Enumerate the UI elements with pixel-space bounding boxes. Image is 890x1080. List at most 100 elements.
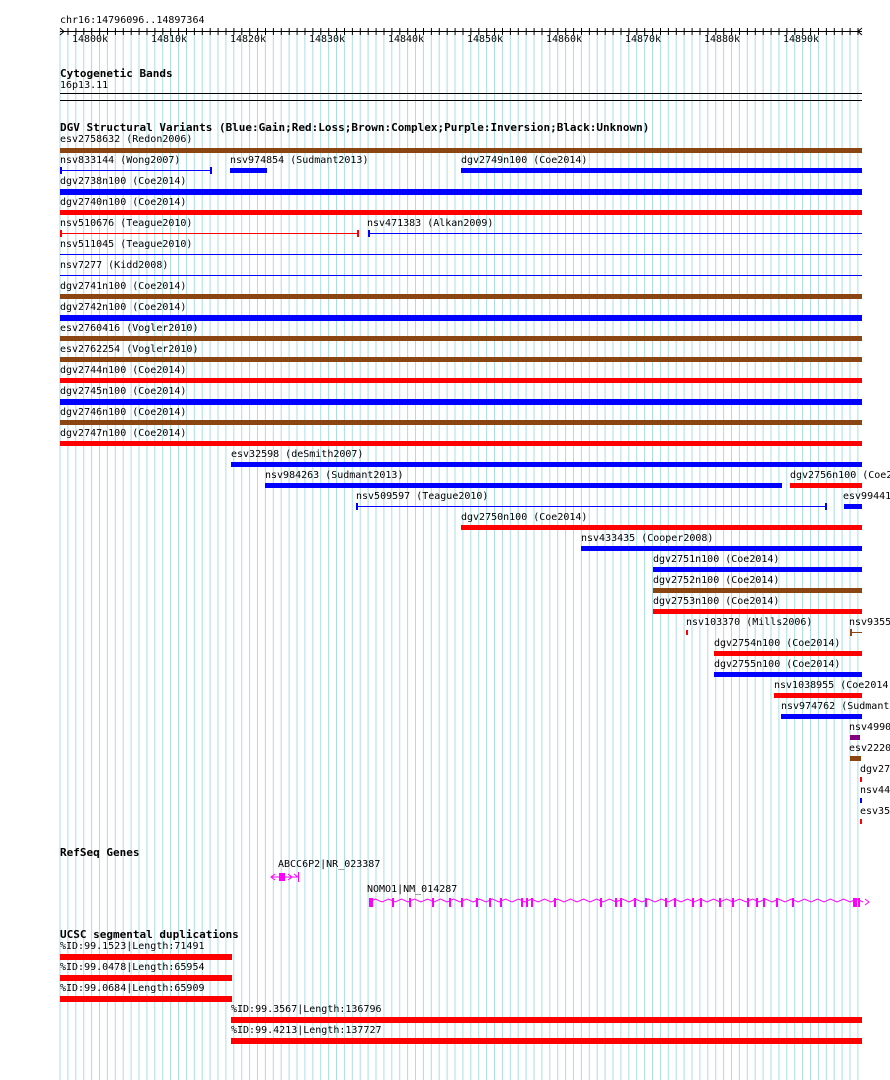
variant-label-dgv2746n100[interactable]: dgv2746n100 (Coe2014) [60,407,187,418]
segdup-label[interactable]: %ID:99.3567|Length:136796 [231,1004,382,1015]
segdup-feature[interactable] [60,975,232,981]
variant-feature-nsv9355[interactable] [850,632,862,633]
variant-label-esv2762254[interactable]: esv2762254 (Vogler2010) [60,344,199,355]
variant-feature-dgv2744n100[interactable] [60,378,862,383]
variant-feature-dgv2755n100[interactable] [714,672,862,677]
variant-feature-dgv2753n100[interactable] [653,609,862,614]
variant-feature-nsv974854[interactable] [230,168,267,173]
variant-label-dgv2738n100[interactable]: dgv2738n100 (Coe2014) [60,176,187,187]
variant-label-dgv2747n100[interactable]: dgv2747n100 (Coe2014) [60,428,187,439]
variant-feature-nsv471383[interactable] [368,233,862,234]
variant-feature-dgv27[interactable] [860,777,862,782]
gene-label-nomo1[interactable]: NOMO1|NM_014287 [367,884,458,895]
variant-label-nsv509597[interactable]: nsv509597 (Teague2010) [356,491,489,502]
variant-label-nsv511045[interactable]: nsv511045 (Teague2010) [60,239,193,250]
variant-feature-nsv433435[interactable] [581,546,862,551]
variant-label-dgv2752n100[interactable]: dgv2752n100 (Coe2014) [653,575,780,586]
variant-label-dgv2742n100[interactable]: dgv2742n100 (Coe2014) [60,302,187,313]
segdup-label[interactable]: %ID:99.1523|Length:71491 [60,941,205,952]
nomo1-exon [526,898,528,907]
cytoband-label[interactable]: 16p13.11 [60,80,109,91]
variant-feature-nsv511045[interactable] [60,254,862,255]
variant-feature-nsv984263[interactable] [265,483,782,488]
segdup-label[interactable]: %ID:99.0478|Length:65954 [60,962,205,973]
variant-label-esv32598[interactable]: esv32598 (deSmith2007) [231,449,364,460]
variant-label-nsv7277[interactable]: nsv7277 (Kidd2008) [60,260,169,271]
variant-label-nsv510676[interactable]: nsv510676 (Teague2010) [60,218,193,229]
variant-feature-dgv2741n100[interactable] [60,294,862,299]
segdup-feature[interactable] [60,996,232,1002]
nomo1-exon [521,898,523,907]
variant-feature-dgv2747n100[interactable] [60,441,862,446]
variant-label-esv2220[interactable]: esv2220 [849,743,890,754]
variant-label-nsv9355[interactable]: nsv9355 [849,617,890,628]
variant-feature-esv2758632[interactable] [60,148,862,153]
variant-label-nsv4990[interactable]: nsv4990 [849,722,890,733]
variant-label-nsv44[interactable]: nsv44 [860,785,890,796]
variant-label-nsv1038955[interactable]: nsv1038955 (Coe2014) [774,680,890,691]
variant-label-nsv833144[interactable]: nsv833144 (Wong2007) [60,155,181,166]
variant-feature-dgv2752n100[interactable] [653,588,862,593]
variant-label-esv2758632[interactable]: esv2758632 (Redon2006) [60,134,193,145]
variant-feature-nsv833144[interactable] [60,170,211,171]
variant-feature-dgv2756n100[interactable] [790,483,862,488]
nomo1-exon [674,898,676,907]
variant-feature-esv2760416[interactable] [60,336,862,341]
variant-label-dgv2756n100[interactable]: dgv2756n100 (Coe2 [790,470,890,481]
nomo1-strand-arrow [864,898,870,906]
variant-label-nsv103370[interactable]: nsv103370 (Mills2006) [686,617,813,628]
variant-feature-dgv2742n100[interactable] [60,315,862,321]
variant-feature-nsv4990[interactable] [850,735,860,740]
variant-feature-dgv2754n100[interactable] [714,651,862,656]
variant-label-dgv2741n100[interactable]: dgv2741n100 (Coe2014) [60,281,187,292]
variant-feature-esv2762254[interactable] [60,357,862,362]
variant-label-dgv2740n100[interactable]: dgv2740n100 (Coe2014) [60,197,187,208]
variant-label-nsv974854[interactable]: nsv974854 (Sudmant2013) [230,155,369,166]
variant-label-dgv2745n100[interactable]: dgv2745n100 (Coe2014) [60,386,187,397]
segdup-feature[interactable] [231,1017,862,1023]
segdup-feature[interactable] [231,1038,862,1044]
variant-feature-dgv2738n100[interactable] [60,189,862,195]
gene-label-abcc6p2[interactable]: ABCC6P2|NR_023387 [278,859,381,870]
variant-label-esv99441[interactable]: esv99441 [843,491,890,502]
segdup-label[interactable]: %ID:99.4213|Length:137727 [231,1025,382,1036]
variant-feature-nsv7277[interactable] [60,275,862,276]
variant-feature-nsv1038955[interactable] [774,693,862,698]
variant-label-nsv433435[interactable]: nsv433435 (Cooper2008) [581,533,714,544]
variant-label-nsv974762[interactable]: nsv974762 (Sudmant2 [781,701,890,712]
variant-label-dgv2751n100[interactable]: dgv2751n100 (Coe2014) [653,554,780,565]
variant-feature-esv2220[interactable] [850,756,861,761]
variant-feature-nsv974762[interactable] [781,714,862,719]
ruler[interactable] [0,0,890,50]
variant-feature-esv32598[interactable] [231,462,862,467]
variant-label-nsv984263[interactable]: nsv984263 (Sudmant2013) [265,470,404,481]
variant-feature-dgv2746n100[interactable] [60,420,862,425]
variant-feature-dgv2740n100[interactable] [60,210,862,215]
variant-feature-dgv2750n100[interactable] [461,525,862,530]
variant-end-cap [60,167,62,174]
variant-label-dgv2750n100[interactable]: dgv2750n100 (Coe2014) [461,512,588,523]
variant-label-esv2760416[interactable]: esv2760416 (Vogler2010) [60,323,199,334]
variant-label-dgv2753n100[interactable]: dgv2753n100 (Coe2014) [653,596,780,607]
variant-label-dgv27[interactable]: dgv27 [860,764,890,775]
variant-feature-esv35[interactable] [860,819,862,824]
refseq-gene-models[interactable] [0,868,890,918]
abcc6p2-exon-end [298,872,299,882]
variant-label-esv35[interactable]: esv35 [860,806,890,817]
variant-label-dgv2749n100[interactable]: dgv2749n100 (Coe2014) [461,155,588,166]
variant-label-dgv2755n100[interactable]: dgv2755n100 (Coe2014) [714,659,841,670]
variant-label-dgv2744n100[interactable]: dgv2744n100 (Coe2014) [60,365,187,376]
variant-feature-nsv103370[interactable] [686,630,688,635]
variant-feature-nsv510676[interactable] [60,233,358,234]
segdup-label[interactable]: %ID:99.0684|Length:65909 [60,983,205,994]
variant-label-dgv2754n100[interactable]: dgv2754n100 (Coe2014) [714,638,841,649]
variant-feature-esv99441[interactable] [844,504,862,509]
variant-feature-nsv44[interactable] [860,798,862,803]
variant-feature-dgv2751n100[interactable] [653,567,862,572]
nomo1-exon [432,898,434,907]
segdup-feature[interactable] [60,954,232,960]
variant-label-nsv471383[interactable]: nsv471383 (Alkan2009) [367,218,494,229]
variant-feature-nsv509597[interactable] [356,506,826,507]
variant-feature-dgv2745n100[interactable] [60,399,862,405]
variant-feature-dgv2749n100[interactable] [461,168,862,173]
